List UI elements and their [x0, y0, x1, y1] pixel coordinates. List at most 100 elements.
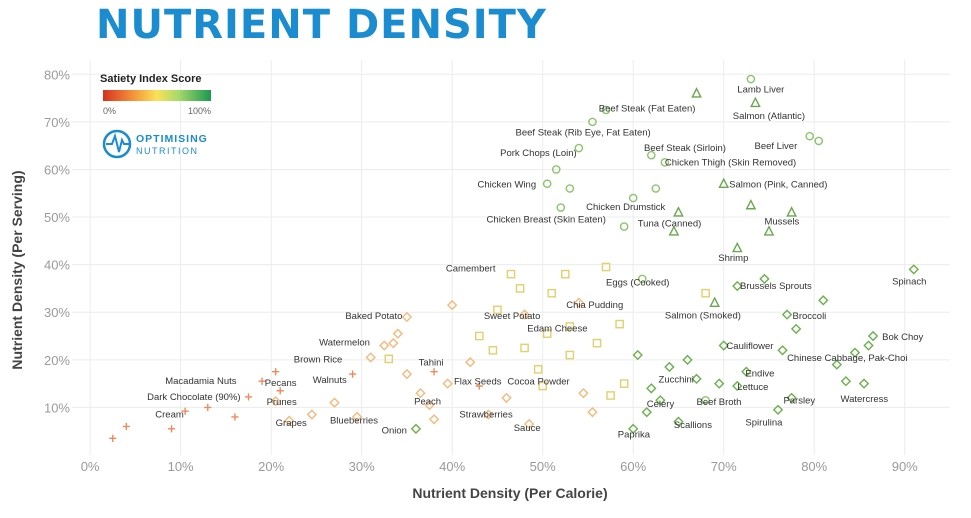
data-point	[660, 158, 670, 167]
data-point	[542, 329, 552, 338]
point-labels: Cream Dark Chocolate (90%) Macadamia Nuts P…	[147, 85, 926, 441]
point-label: Salmon (Atlantic)	[733, 111, 805, 122]
data-point	[818, 295, 829, 306]
point-label: Spirulina	[745, 418, 783, 429]
data-point	[379, 340, 390, 351]
data-point	[732, 380, 743, 392]
data-point	[713, 378, 725, 389]
data-point	[673, 416, 684, 427]
point-label: Brussels Sprouts	[740, 281, 812, 292]
point-label: Onion	[382, 426, 407, 437]
x-tick-label: 90%	[892, 459, 918, 474]
point-label: Chicken Drumstick	[586, 202, 665, 213]
point-label: Cocoa Powder	[507, 377, 569, 388]
data-point	[574, 143, 584, 153]
data-point	[501, 392, 512, 404]
data-point	[606, 391, 615, 400]
point-label: Lamb Liver	[737, 85, 784, 96]
data-point	[750, 96, 761, 108]
point-label: Celery	[647, 399, 675, 410]
data-point	[763, 225, 775, 236]
point-label: Watermelon	[319, 338, 370, 349]
data-point	[547, 288, 557, 298]
y-tick-label: 70%	[44, 115, 70, 130]
data-point	[831, 359, 843, 370]
point-label: Watercress	[840, 394, 888, 405]
data-point	[786, 392, 797, 404]
point-label: Parsley	[783, 396, 815, 407]
data-point	[384, 354, 394, 364]
data-point	[673, 206, 684, 217]
point-label: Strawberries	[459, 410, 513, 421]
data-point	[506, 269, 516, 279]
data-point	[619, 222, 629, 231]
point-label: Eggs (Cooked)	[606, 278, 669, 289]
heartbeat-icon	[102, 129, 132, 159]
data-point	[329, 397, 340, 408]
data-point	[745, 199, 757, 210]
y-tick-label: 20%	[44, 353, 70, 368]
data-point	[863, 340, 874, 351]
data-point	[709, 296, 721, 308]
point-label: Scallions	[674, 420, 712, 431]
data-point	[258, 377, 266, 385]
data-point	[272, 368, 280, 376]
point-label: Dark Chocolate (90%)	[147, 392, 240, 403]
x-tick-label: 30%	[349, 459, 375, 474]
point-label: Salmon (Pink, Canned)	[729, 180, 827, 191]
point-label: Pecans	[265, 378, 297, 389]
x-tick-label: 20%	[258, 459, 284, 474]
data-point	[483, 409, 494, 420]
x-tick-label: 70%	[711, 459, 737, 474]
data-point	[515, 284, 525, 293]
data-point	[601, 262, 611, 272]
data-point	[493, 305, 502, 315]
point-label: Blueberries	[330, 415, 378, 426]
legend: Satiety Index Score 0% 100%	[100, 73, 211, 116]
point-label: Zucchini	[659, 374, 694, 385]
point-label: Paprika	[618, 430, 651, 441]
point-label: Walnuts	[313, 375, 347, 386]
x-axis-label: Nutrient Density (Per Calorie)	[412, 485, 607, 501]
point-label: Spinach	[892, 276, 926, 287]
point-label: Beef Liver	[754, 141, 797, 152]
y-axis-ticks: 10% 20% 30% 40% 50% 60% 70% 80%	[44, 67, 70, 415]
point-label: Beef Steak (Fat Eaten)	[599, 104, 696, 115]
data-point	[538, 381, 547, 391]
data-point	[430, 368, 438, 376]
legend-max-label: 100%	[188, 106, 211, 116]
point-label: Pork Chops (Loin)	[500, 148, 577, 159]
data-point	[701, 288, 710, 298]
y-tick-label: 50%	[44, 210, 70, 225]
data-point	[718, 340, 729, 351]
x-tick-label: 50%	[530, 459, 556, 474]
data-point	[446, 299, 458, 311]
point-label: Macadamia Nuts	[165, 376, 237, 387]
point-label: Sweet Potato	[484, 311, 541, 322]
data-point	[840, 376, 852, 387]
data-point	[475, 331, 484, 341]
data-point	[181, 407, 189, 415]
data-point	[646, 383, 657, 394]
data-point	[551, 165, 561, 174]
data-point	[651, 184, 661, 193]
point-label: Chinese Cabbage, Pak-Choi	[787, 353, 907, 364]
data-point	[348, 370, 357, 378]
data-point	[388, 337, 399, 349]
point-label: Beef Steak (Sirloin)	[644, 143, 726, 154]
data-points	[109, 74, 919, 442]
data-point	[276, 387, 284, 395]
data-point	[731, 241, 743, 253]
data-point	[415, 387, 426, 399]
data-point	[641, 406, 652, 418]
point-label: Prunes	[267, 397, 297, 408]
data-point	[786, 206, 797, 217]
data-point	[410, 423, 422, 435]
data-point	[401, 368, 413, 380]
legend-color-bar	[103, 90, 211, 101]
data-point	[637, 274, 647, 284]
data-point	[578, 387, 589, 399]
data-point	[908, 264, 919, 275]
point-label: Beef Steak (Rib Eye, Fat Eaten)	[516, 127, 651, 138]
